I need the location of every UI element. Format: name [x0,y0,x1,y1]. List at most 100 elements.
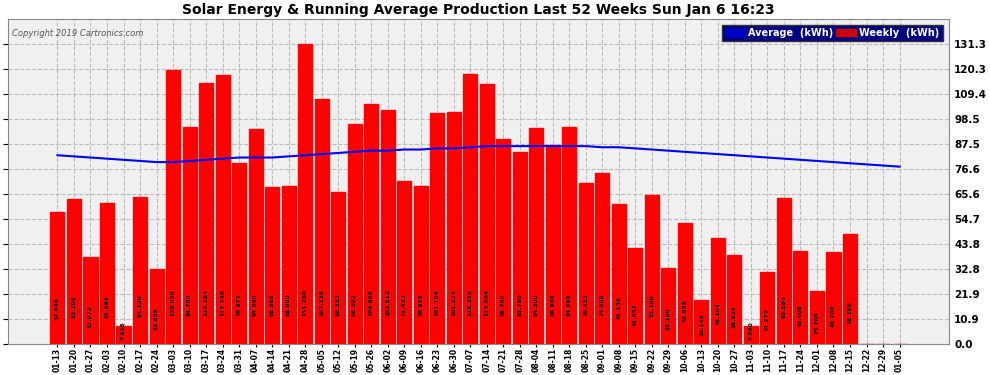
Bar [530,128,544,344]
Bar [199,83,213,344]
Bar [232,163,247,344]
Bar [364,104,378,344]
Text: 93.840: 93.840 [253,294,258,316]
Bar [562,128,576,344]
Bar [83,257,97,344]
Text: 68.960: 68.960 [286,294,291,316]
Text: 33.100: 33.100 [666,308,671,330]
Bar [133,197,148,344]
Text: 65.100: 65.100 [649,294,654,317]
Text: 48.160: 48.160 [847,301,852,324]
Text: 7.926: 7.926 [121,322,126,340]
Text: 52.956: 52.956 [682,299,687,322]
Text: 74.908: 74.908 [600,294,605,316]
Bar [100,203,114,344]
Text: 131.280: 131.280 [303,290,308,316]
Bar [480,84,494,344]
Bar [414,186,428,344]
Bar [298,44,312,344]
Bar [810,291,824,344]
Bar [117,326,131,344]
Text: 37.972: 37.972 [88,305,93,328]
Bar [579,183,593,344]
Bar [545,145,559,344]
Text: 63.584: 63.584 [781,295,786,318]
Text: 40.200: 40.200 [831,304,836,327]
Bar [446,112,460,344]
Text: 83.760: 83.760 [518,294,523,316]
Text: 101.224: 101.224 [451,290,456,316]
Text: 40.408: 40.408 [798,304,803,327]
Text: 46.104: 46.104 [716,302,721,325]
Text: 32.856: 32.856 [154,307,159,330]
Bar [644,195,659,344]
Text: 31.272: 31.272 [765,308,770,331]
Bar [760,272,774,344]
Bar [711,238,725,344]
Text: 19.148: 19.148 [699,313,704,336]
Bar [281,186,296,344]
Bar [793,251,808,344]
Bar [149,268,163,344]
Bar [678,223,692,344]
Text: 89.760: 89.760 [501,294,506,316]
Bar [777,198,791,344]
Text: 68.668: 68.668 [269,293,274,316]
Text: 118.256: 118.256 [467,289,473,316]
Bar [331,192,346,344]
Text: 23.200: 23.200 [815,312,820,334]
Bar [265,187,279,344]
Text: 117.748: 117.748 [220,289,225,316]
Bar [843,234,857,344]
Bar [463,74,477,344]
Text: 101.104: 101.104 [435,290,440,316]
Bar [347,123,361,344]
Bar [694,300,709,344]
Bar [397,180,411,344]
Bar [595,172,610,344]
Bar [629,248,643,344]
Bar [67,199,81,344]
Text: 86.968: 86.968 [550,294,555,316]
Bar [728,255,742,344]
Text: 57.640: 57.640 [55,297,60,320]
Bar [743,326,758,344]
Title: Solar Energy & Running Average Production Last 52 Weeks Sun Jan 6 16:23: Solar Energy & Running Average Productio… [182,3,775,17]
Bar [496,139,510,344]
Text: 70.432: 70.432 [583,294,588,316]
Bar [248,129,262,344]
Text: 38.924: 38.924 [732,305,737,328]
Text: 68.976: 68.976 [418,294,423,316]
Text: 96.392: 96.392 [352,294,357,316]
Bar [431,113,445,344]
Legend: Average  (kWh), Weekly  (kWh): Average (kWh), Weekly (kWh) [722,25,942,40]
Bar [216,75,230,344]
Text: 64.120: 64.120 [138,295,143,317]
Text: 113.864: 113.864 [484,289,489,316]
Text: 120.020: 120.020 [170,290,175,316]
Text: 78.972: 78.972 [237,294,242,316]
Text: 61.156: 61.156 [617,296,622,318]
Bar [661,268,675,344]
Text: 41.852: 41.852 [633,304,638,327]
Bar [513,152,527,344]
Bar [612,204,626,344]
Bar [315,99,329,344]
Text: 94.780: 94.780 [187,294,192,316]
Bar [827,252,841,344]
Bar [381,110,395,344]
Text: 7.840: 7.840 [748,322,753,340]
Text: 104.968: 104.968 [368,290,373,316]
Text: 71.432: 71.432 [402,293,407,316]
Text: 102.512: 102.512 [385,290,390,316]
Text: 66.332: 66.332 [336,294,341,316]
Text: 61.694: 61.694 [105,296,110,318]
Text: 107.136: 107.136 [319,290,324,316]
Text: Copyright 2019 Cartronics.com: Copyright 2019 Cartronics.com [12,29,144,38]
Text: 63.296: 63.296 [71,295,76,318]
Text: 94.300: 94.300 [534,294,539,316]
Bar [182,127,197,344]
Text: 94.696: 94.696 [567,294,572,316]
Bar [166,69,180,344]
Bar [50,212,64,344]
